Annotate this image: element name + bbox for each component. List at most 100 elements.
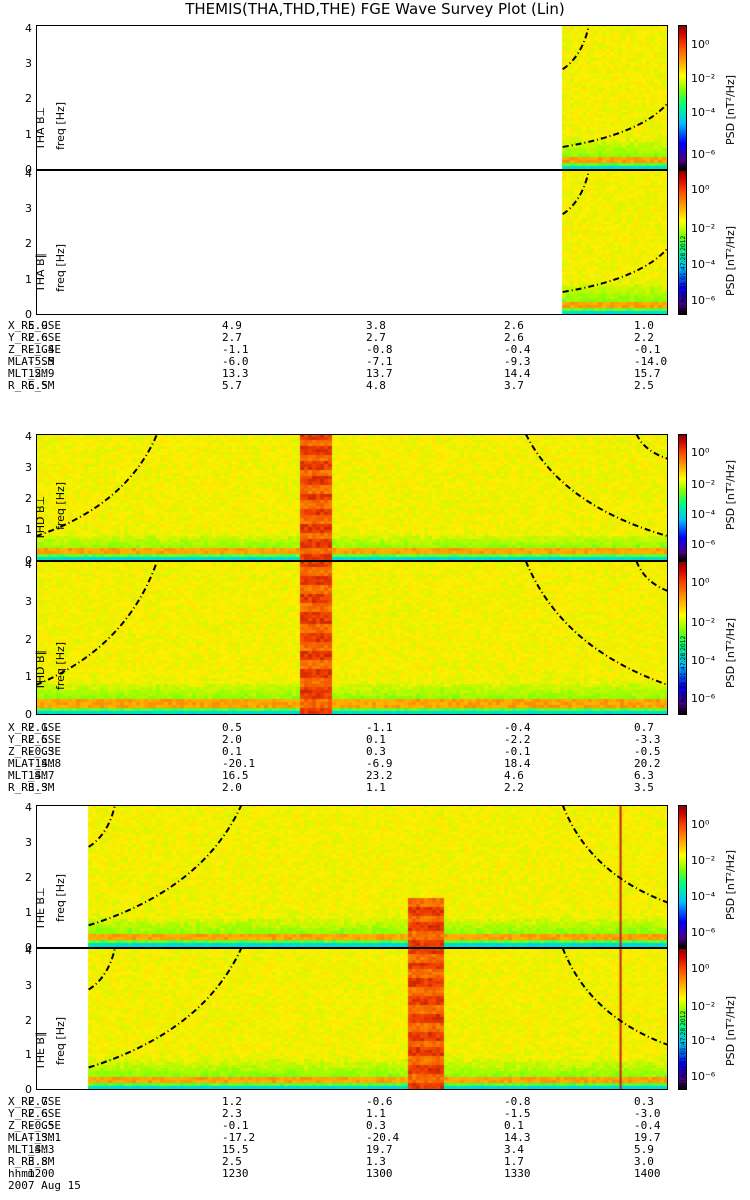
yunit-thd-bpar: freq [Hz] [54, 641, 67, 690]
ephemeris-value: 0.1 [366, 733, 386, 746]
x-tick-label: 1200 [28, 1167, 55, 1180]
guide-curve [635, 434, 668, 460]
cbar-tick: 10⁻⁴ [691, 1034, 716, 1047]
y-tick-label: 4 [25, 557, 32, 571]
y-tick-label: 4 [25, 430, 32, 444]
guide-curve [562, 25, 590, 71]
ephemeris-value: -6.9 [366, 757, 393, 770]
ephemeris-label: R_RE_SM [8, 379, 55, 392]
colorbar [678, 25, 687, 170]
ephemeris-value: 15.7 [634, 367, 661, 380]
timestamp-stamp: Fri Aug 31 01:47:28 2012 [680, 1010, 687, 1087]
ephemeris-value: 13.3 [222, 367, 249, 380]
cbar-tick: 10⁰ [691, 446, 710, 459]
y-tick-label: 0 [25, 1083, 32, 1096]
ephemeris-value: 2.7 [366, 331, 386, 344]
ephemeris-label: R_RE_SM [8, 1155, 55, 1168]
ephemeris-value: -1.5 [504, 1107, 531, 1120]
ephemeris-value: -14.0 [634, 355, 668, 368]
cbar-tick: 10⁻⁴ [691, 106, 716, 119]
ephemeris-value: -0.1 [634, 343, 661, 356]
cbar-tick: 10⁻² [691, 1000, 716, 1013]
cbar-tick: 10⁻⁶ [691, 1070, 716, 1083]
ephemeris-value: 23.2 [366, 769, 393, 782]
ephemeris-label: MLT_SM [8, 769, 48, 782]
ephemeris-value: 2.2 [634, 331, 654, 344]
yunit-the-bpar: freq [Hz] [54, 1016, 67, 1065]
ephemeris-value: 20.2 [634, 757, 661, 770]
colorbar [678, 948, 687, 1090]
guide-curve [561, 948, 668, 1046]
ephemeris-value: -0.8 [504, 1095, 531, 1108]
ephemeris-value: 4.8 [366, 379, 386, 392]
ephemeris-label: MLAT_SM [8, 355, 55, 368]
y-tick-label: 4 [25, 21, 32, 35]
ephemeris-value: 16.5 [222, 769, 249, 782]
ephemeris-value: 2.6 [504, 331, 524, 344]
ephemeris-label: R_RE_SM [8, 781, 55, 794]
y-tick-label: 3 [25, 836, 32, 850]
ephemeris-label: Z_RE_GSE [8, 343, 61, 356]
ephemeris-value: 2.3 [222, 1107, 242, 1120]
guide-curve [524, 561, 668, 686]
ephemeris-value: 2.6 [28, 331, 48, 344]
y-tick-label: 4 [25, 801, 32, 815]
ephemeris-value: 4.6 [504, 769, 524, 782]
guide-curve [562, 247, 668, 293]
ephemeris-value: 2.0 [222, 781, 242, 794]
cbar-label: PSD [nT²/Hz] [724, 74, 737, 145]
cbar-tick: 10⁻⁴ [691, 890, 716, 903]
ephemeris-value: 2.1 [28, 721, 48, 734]
y-tick-label: 3 [25, 201, 32, 215]
guide-curve [36, 434, 159, 538]
panel-the-bperp [36, 805, 668, 948]
ephemeris-value: 1.1 [366, 1107, 386, 1120]
chart-title: THEMIS(THA,THD,THE) FGE Wave Survey Plot… [185, 0, 565, 18]
guide-curve [88, 805, 243, 927]
ephemeris-value: 2.5 [222, 1155, 242, 1168]
ephemeris-value: 19.7 [366, 1143, 393, 1156]
ylabel-the-bperp: THE B⊥ [34, 887, 47, 930]
timestamp-stamp: Fri Aug 31 01:47:28 2012 [680, 235, 687, 312]
yunit-the-bperp: freq [Hz] [54, 873, 67, 922]
panel-thd-bpar [36, 561, 668, 715]
ephemeris-value: 2.6 [28, 1107, 48, 1120]
ephemeris-value: -13.1 [28, 1131, 62, 1144]
cbar-tick: 10⁻⁴ [691, 654, 716, 667]
ephemeris-value: 2.7 [28, 1095, 48, 1108]
cbar-label: PSD [nT²/Hz] [724, 225, 737, 296]
ephemeris-value: 15.5 [222, 1143, 249, 1156]
y-tick-label: 3 [25, 979, 32, 993]
ephemeris-value: 1.3 [366, 1155, 386, 1168]
ephemeris-value: -0.1 [222, 1119, 249, 1132]
ephemeris-value: -0.4 [504, 343, 531, 356]
guide-curve [561, 805, 668, 904]
ephemeris-value: -0.1 [504, 745, 531, 758]
cbar-label: PSD [nT²/Hz] [724, 995, 737, 1066]
ephemeris-label: MLAT_SM [8, 1131, 55, 1144]
ephemeris-label: Y_RE_GSE [8, 733, 61, 746]
ephemeris-value: 14.4 [504, 367, 531, 380]
colorbar [678, 561, 687, 715]
ephemeris-value: 12.9 [28, 367, 55, 380]
ephemeris-label: Z_RE_GSE [8, 1119, 61, 1132]
ephemeris-value: 2.7 [222, 331, 242, 344]
y-tick-label: 1 [25, 127, 32, 141]
cbar-label: PSD [nT²/Hz] [724, 849, 737, 920]
ephemeris-value: 19.7 [634, 1131, 661, 1144]
cbar-label: PSD [nT²/Hz] [724, 459, 737, 530]
ephemeris-value: -0.5 [634, 745, 661, 758]
ephemeris-label: MLT_SM [8, 1143, 48, 1156]
ephemeris-label: Z_RE_GSE [8, 745, 61, 758]
yunit-tha-bperp: freq [Hz] [54, 101, 67, 150]
y-tick-label: 0 [25, 941, 32, 954]
y-tick-label: 2 [25, 632, 32, 646]
ephemeris-value: 0.1 [222, 745, 242, 758]
ephemeris-label: X_RE_GSE [8, 721, 61, 734]
cbar-tick: 10⁻⁶ [691, 692, 716, 705]
ephemeris-label: Y_RE_GSE [8, 1107, 61, 1120]
ylabel-tha-bpar: THA B∥ [34, 252, 47, 292]
panel-tha-bpar [36, 170, 668, 315]
y-tick-label: 1 [25, 670, 32, 684]
cbar-tick: 10⁻⁶ [691, 294, 716, 307]
